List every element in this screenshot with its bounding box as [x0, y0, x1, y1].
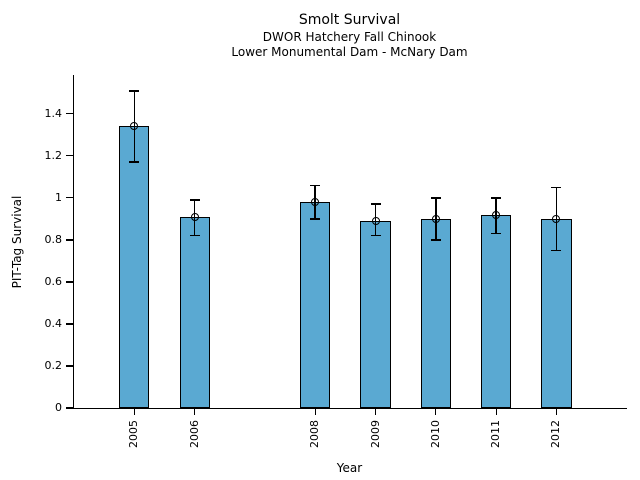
x-axis-tick — [194, 408, 196, 415]
error-bar-cap — [491, 232, 502, 235]
x-axis-tick-label: 2009 — [368, 420, 382, 448]
error-bar-cap — [129, 161, 140, 163]
error-bar-cap — [551, 249, 562, 252]
error-bar-cap — [430, 197, 441, 199]
error-bar-cap — [370, 203, 381, 205]
x-axis-tick — [435, 408, 437, 415]
x-axis-tick — [495, 408, 497, 415]
x-axis-tick — [314, 408, 316, 415]
y-axis-tick-label: 1.4 — [44, 106, 63, 120]
x-axis-tick-label: 2010 — [428, 420, 442, 448]
error-bar-cap — [551, 186, 562, 189]
y-axis-tick — [66, 365, 73, 367]
y-axis-tick — [66, 197, 73, 199]
point-marker-2006 — [190, 212, 199, 221]
error-bar-cap — [189, 199, 200, 201]
bar-2006 — [179, 216, 210, 408]
error-bar-cap — [430, 239, 441, 241]
error-bar-cap — [370, 234, 381, 237]
x-axis-tick — [133, 408, 135, 415]
x-axis-tick-label: 2005 — [127, 420, 141, 448]
x-axis-tick-label: 2012 — [549, 420, 563, 448]
y-axis-tick — [66, 407, 73, 409]
point-marker-2009 — [371, 217, 380, 226]
y-axis-tick-label: 0 — [55, 401, 62, 414]
y-axis-tick — [66, 155, 73, 157]
error-bar-cap — [310, 218, 321, 220]
y-axis-tick-label: 0.6 — [44, 274, 63, 288]
x-axis-tick — [555, 408, 558, 415]
x-axis-tick — [374, 408, 377, 415]
x-axis-tick-label: 2008 — [308, 420, 322, 448]
chart-subtitle-line2: Lower Monumental Dam - McNary Dam — [231, 45, 468, 59]
y-axis-tick-label: 1.2 — [44, 148, 63, 162]
y-axis-tick — [66, 281, 73, 283]
chart-title: Smolt Survival — [298, 12, 401, 28]
error-bar-cap — [310, 184, 321, 187]
error-bar-cap — [129, 90, 140, 92]
point-marker-2011 — [492, 210, 501, 219]
x-axis-title: Year — [336, 461, 363, 475]
bar-2008 — [300, 202, 331, 408]
bar-2011 — [481, 214, 512, 408]
y-axis-tick-label: 1 — [55, 190, 62, 204]
y-axis-tick — [66, 113, 73, 115]
bar-2010 — [420, 218, 451, 408]
bar-2009 — [360, 221, 391, 408]
point-marker-2010 — [431, 214, 440, 223]
bar-2005 — [119, 126, 150, 408]
error-bar-cap — [189, 234, 200, 237]
y-axis-tick-label: 0.2 — [44, 358, 63, 372]
chart-subtitle-line1: DWOR Hatchery Fall Chinook — [262, 30, 437, 44]
y-axis-tick-label: 0.8 — [44, 232, 63, 246]
point-marker-2008 — [311, 198, 320, 207]
point-marker-2012 — [552, 214, 561, 223]
y-axis-title: PIT-Tag Survival — [10, 195, 24, 288]
point-marker-2005 — [130, 122, 139, 131]
y-axis-tick — [66, 239, 73, 241]
error-bar-cap — [491, 197, 502, 199]
y-axis-tick-label: 0.4 — [44, 316, 63, 330]
x-axis-tick-label: 2011 — [489, 420, 503, 448]
plot-area: PIT-Tag Survival 0 0.2 0.4 0.6 0.8 1 1.2 1.4 200… — [10, 75, 627, 448]
y-axis-tick — [66, 323, 73, 325]
x-axis-tick-label: 2006 — [187, 420, 201, 448]
